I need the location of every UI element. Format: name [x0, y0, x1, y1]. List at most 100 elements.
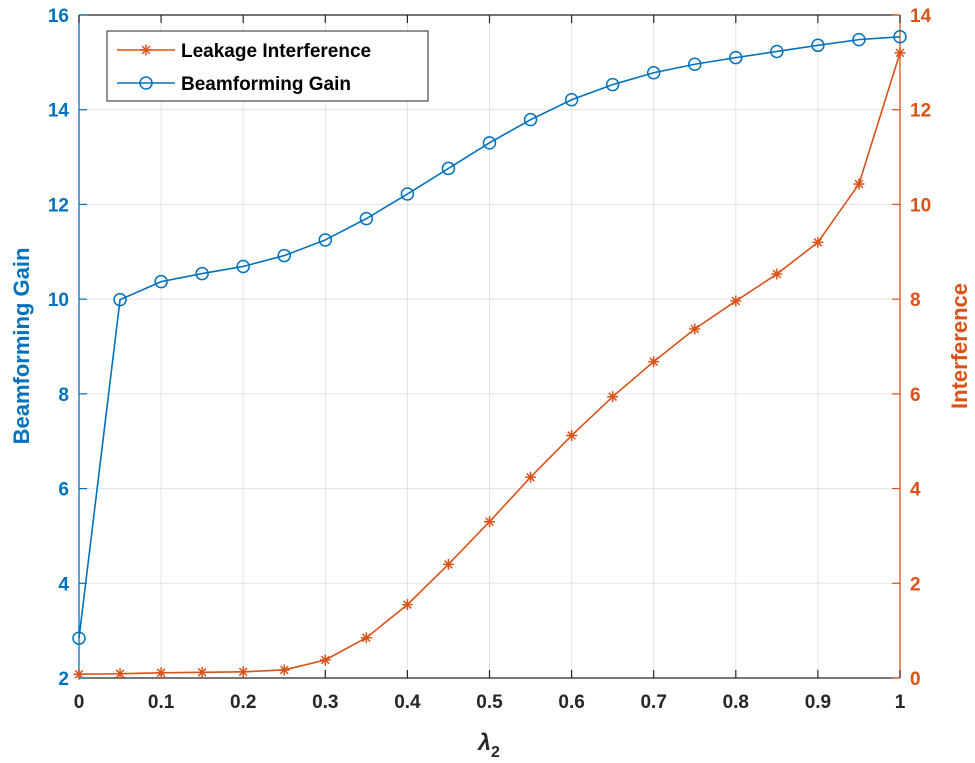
data-point — [196, 666, 208, 678]
x-tick-label: 0.7 — [640, 692, 666, 713]
data-point — [113, 292, 127, 307]
marker-stroke — [649, 357, 659, 367]
data-point — [566, 430, 578, 442]
right-tick-label: 2 — [910, 574, 921, 595]
x-tick-label: 0.5 — [476, 692, 503, 713]
left-tick-label: 12 — [48, 195, 69, 216]
left-tick-label: 4 — [58, 574, 69, 595]
x-axis-label-subscript: 2 — [491, 744, 500, 761]
marker-stroke — [690, 324, 700, 334]
data-point — [73, 668, 85, 680]
data-point — [401, 599, 413, 611]
legend-item-leakage-interference: Leakage Interference — [117, 41, 371, 62]
legend-marker — [139, 76, 153, 90]
marker-stroke — [772, 269, 782, 279]
x-tick-label: 0.6 — [558, 692, 584, 713]
right-tick-label: 6 — [910, 385, 921, 406]
data-point — [646, 66, 661, 80]
x-tick-label: 0.8 — [723, 692, 749, 713]
x-tick-label: 0.1 — [148, 692, 175, 713]
data-point — [277, 248, 291, 263]
data-point — [771, 268, 783, 280]
data-point — [154, 274, 168, 289]
left-tick-label: 2 — [58, 669, 69, 690]
marker-stroke — [444, 559, 453, 569]
marker-stroke — [141, 45, 151, 55]
x-tick-label: 0.3 — [312, 692, 338, 713]
data-point — [72, 631, 86, 645]
marker-stroke — [115, 669, 125, 679]
left-axis-label: Beamforming Gain — [9, 248, 34, 445]
data-point — [812, 236, 824, 248]
data-point — [484, 516, 495, 528]
left-tick-label: 14 — [48, 101, 70, 122]
data-point — [114, 668, 126, 680]
data-point — [360, 632, 372, 644]
data-point — [564, 93, 579, 107]
axes — [78, 14, 901, 679]
series-line — [78, 35, 901, 639]
marker-stroke — [156, 668, 166, 678]
legend-box — [106, 30, 429, 102]
data-point — [400, 187, 415, 201]
data-point — [688, 57, 702, 72]
data-point — [893, 30, 907, 44]
data-point — [648, 356, 660, 368]
data-point — [770, 44, 784, 59]
data-point — [853, 178, 865, 190]
marker-stroke — [608, 392, 618, 402]
data-point — [442, 558, 454, 570]
data-point — [852, 32, 866, 47]
data-point — [607, 391, 619, 403]
right-axis-label: Interference — [947, 283, 972, 409]
x-tick-label: 0.9 — [805, 692, 831, 713]
marker-stroke — [279, 665, 289, 675]
right-tick-label: 14 — [910, 6, 932, 27]
legend-marker — [140, 44, 152, 56]
data-point — [278, 664, 290, 676]
legend-label: Leakage Interference — [181, 41, 371, 62]
marker-stroke — [813, 237, 823, 247]
data-point — [319, 654, 331, 666]
x-axis-label-symbol: λ — [476, 729, 491, 755]
left-tick-label: 8 — [58, 385, 69, 406]
data-point — [523, 112, 538, 127]
data-point — [525, 471, 537, 483]
data-point — [605, 77, 620, 92]
series-layer — [72, 30, 907, 680]
left-tick-label: 6 — [58, 480, 69, 501]
x-tick-label: 1 — [895, 692, 906, 713]
x-axis-label: λ2 — [476, 729, 500, 761]
series-beamforming-gain — [72, 30, 907, 645]
x-tick-label: 0.4 — [394, 692, 421, 713]
data-point — [689, 323, 701, 335]
data-point — [195, 266, 209, 281]
left-tick-label: 10 — [48, 290, 69, 311]
data-point — [730, 295, 742, 307]
data-point — [894, 47, 906, 59]
data-point — [236, 259, 250, 274]
data-point — [729, 50, 743, 65]
data-point — [359, 211, 374, 226]
marker-stroke — [320, 655, 330, 665]
data-point — [441, 161, 456, 176]
right-tick-label: 4 — [910, 480, 921, 501]
data-point — [155, 667, 167, 679]
legend: Leakage Interference Beamforming Gain — [106, 30, 429, 102]
data-point — [318, 233, 333, 247]
right-tick-label: 12 — [910, 101, 931, 122]
data-point — [811, 38, 825, 53]
marker-stroke — [238, 667, 248, 677]
marker-stroke — [74, 669, 84, 679]
left-tick-label: 16 — [48, 6, 69, 27]
data-point — [237, 666, 249, 678]
right-tick-label: 8 — [910, 290, 921, 311]
right-tick-label: 10 — [910, 195, 931, 216]
series-leakage-interference — [73, 47, 906, 680]
legend-label: Beamforming Gain — [181, 74, 351, 95]
marker-stroke — [361, 633, 371, 643]
x-tick-label: 0.2 — [230, 692, 256, 713]
marker-stroke — [403, 600, 412, 609]
marker-stroke — [731, 296, 741, 306]
